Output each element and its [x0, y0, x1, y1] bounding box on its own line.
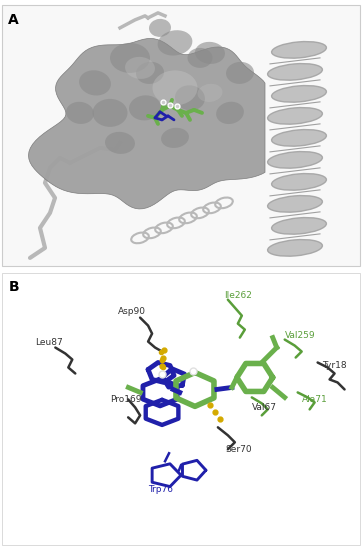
- Text: A: A: [8, 13, 19, 27]
- Ellipse shape: [129, 95, 161, 120]
- Text: Trp76: Trp76: [148, 485, 173, 493]
- Ellipse shape: [272, 42, 327, 58]
- Text: Asp90: Asp90: [118, 307, 146, 316]
- Text: Tyr18: Tyr18: [321, 361, 346, 370]
- Ellipse shape: [226, 62, 254, 84]
- Ellipse shape: [268, 63, 323, 80]
- Text: B: B: [8, 280, 19, 294]
- FancyBboxPatch shape: [2, 5, 360, 266]
- Ellipse shape: [66, 102, 94, 124]
- Ellipse shape: [93, 99, 127, 127]
- Ellipse shape: [161, 128, 189, 148]
- Ellipse shape: [216, 102, 244, 124]
- Text: Val67: Val67: [252, 403, 277, 412]
- Polygon shape: [29, 38, 265, 209]
- Ellipse shape: [272, 85, 327, 102]
- Ellipse shape: [268, 108, 323, 124]
- Ellipse shape: [195, 42, 225, 64]
- Ellipse shape: [198, 84, 222, 102]
- Ellipse shape: [268, 152, 323, 168]
- Ellipse shape: [110, 43, 150, 73]
- Ellipse shape: [149, 19, 171, 37]
- Text: Ser70: Ser70: [225, 445, 252, 454]
- Ellipse shape: [268, 196, 323, 212]
- Text: Ala71: Ala71: [302, 395, 327, 404]
- Ellipse shape: [272, 173, 327, 190]
- Ellipse shape: [152, 71, 198, 106]
- Ellipse shape: [125, 57, 155, 79]
- Ellipse shape: [79, 70, 111, 96]
- Ellipse shape: [105, 132, 135, 154]
- Text: Pro169: Pro169: [110, 395, 142, 404]
- Ellipse shape: [136, 62, 164, 84]
- Ellipse shape: [157, 30, 192, 56]
- Ellipse shape: [268, 240, 323, 256]
- Ellipse shape: [272, 130, 327, 146]
- Text: Val259: Val259: [285, 331, 315, 340]
- Text: Leu87: Leu87: [35, 338, 63, 347]
- Text: Ile262: Ile262: [224, 291, 252, 300]
- Ellipse shape: [175, 85, 205, 110]
- Ellipse shape: [272, 218, 327, 234]
- Ellipse shape: [188, 48, 212, 68]
